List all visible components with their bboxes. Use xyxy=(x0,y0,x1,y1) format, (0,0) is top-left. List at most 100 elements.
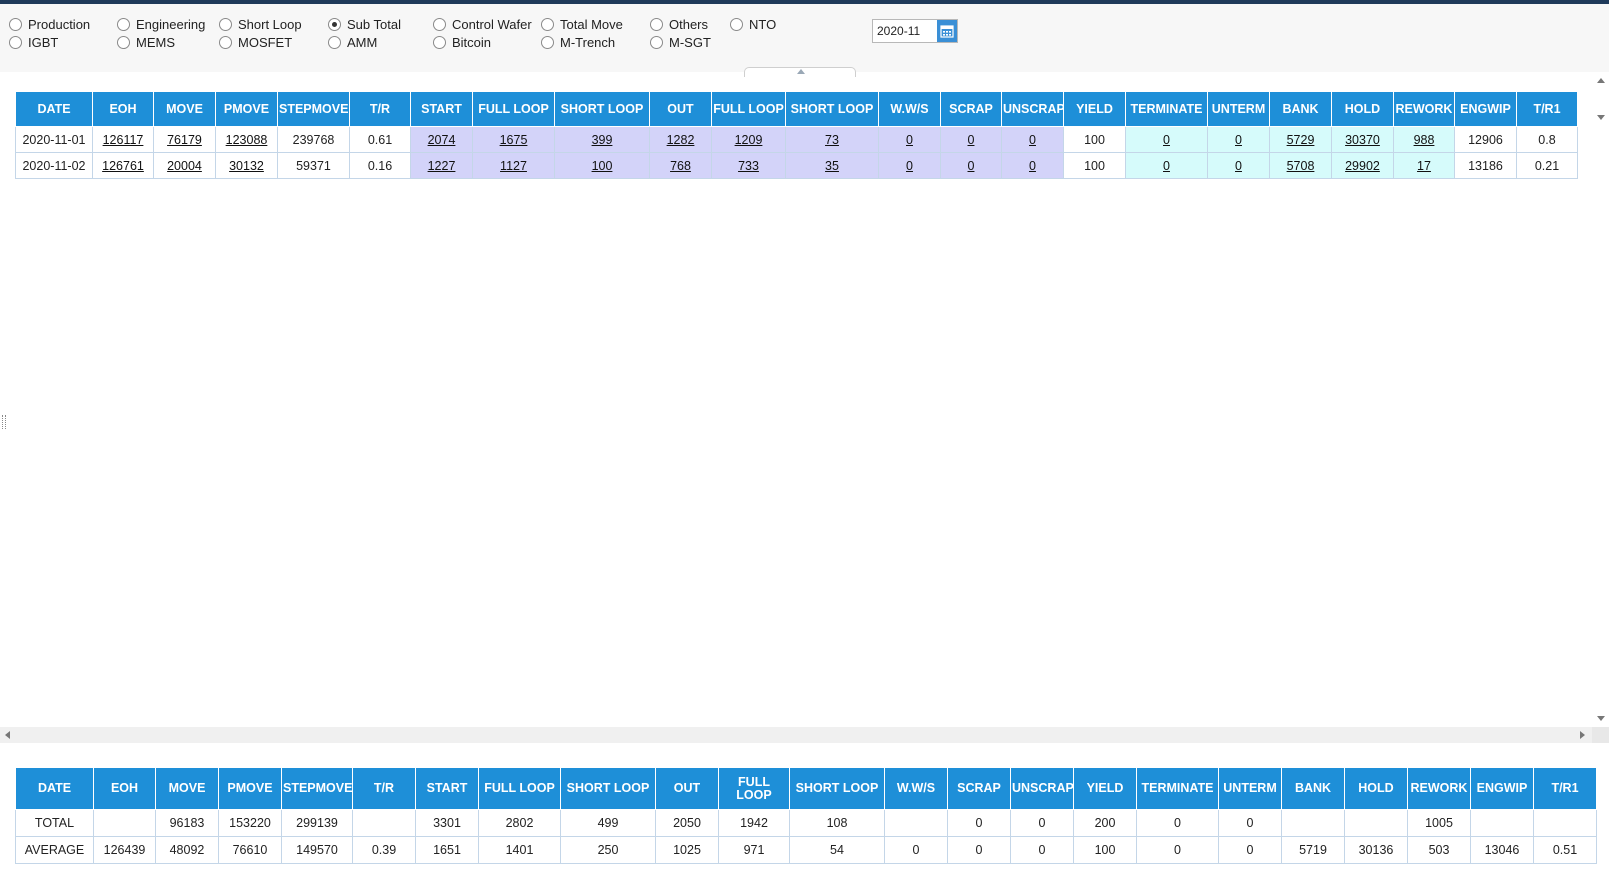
horizontal-scrollbar[interactable] xyxy=(0,727,1592,743)
radio-mems[interactable]: MEMS xyxy=(117,33,175,51)
cell-stepmove: 299139 xyxy=(281,809,353,837)
cell-engwip: 12906 xyxy=(1454,126,1517,153)
radio-label: MOSFET xyxy=(238,34,293,50)
cell-link[interactable]: 0 xyxy=(1163,132,1170,147)
radio-nto[interactable]: NTO xyxy=(730,15,776,33)
radio-mosfet[interactable]: MOSFET xyxy=(219,33,292,51)
cell-link[interactable]: 0 xyxy=(1029,158,1036,173)
radio-button[interactable] xyxy=(541,17,554,31)
radio-button[interactable] xyxy=(541,35,554,49)
col-header-unscrap: UNSCRAP xyxy=(1001,91,1064,127)
radio-igbt[interactable]: IGBT xyxy=(9,33,58,51)
cell-short-loop: 399 xyxy=(554,126,650,153)
cell-link[interactable]: 768 xyxy=(670,158,691,173)
collapse-filter-handle[interactable] xyxy=(744,67,856,77)
vertical-scrollbar[interactable] xyxy=(1592,72,1609,728)
cell-link[interactable]: 0 xyxy=(1163,158,1170,173)
radio-button[interactable] xyxy=(117,35,130,49)
panel-splitter-handle[interactable] xyxy=(2,415,6,429)
cell-link[interactable]: 100 xyxy=(591,158,613,173)
radio-button[interactable] xyxy=(219,17,232,31)
cell-link[interactable]: 76179 xyxy=(167,132,202,147)
radio-button[interactable] xyxy=(328,17,341,31)
col-header-full-loop: FULL LOOP xyxy=(711,91,786,127)
radio-sub-total[interactable]: Sub Total xyxy=(328,15,401,33)
cell-link[interactable]: 0 xyxy=(906,158,913,173)
cell-link[interactable]: 73 xyxy=(825,132,839,147)
cell-link[interactable]: 2074 xyxy=(427,132,456,147)
radio-button[interactable] xyxy=(433,35,446,49)
cell-rework: 1005 xyxy=(1407,809,1471,837)
cell-link[interactable]: 1127 xyxy=(500,158,527,173)
cell-full-loop: 1401 xyxy=(478,836,561,864)
cell-link[interactable]: 0 xyxy=(967,132,975,147)
radio-bitcoin[interactable]: Bitcoin xyxy=(433,33,491,51)
radio-button[interactable] xyxy=(650,35,663,49)
cell-link[interactable]: 30132 xyxy=(229,158,264,173)
cell-link[interactable]: 0 xyxy=(906,132,913,147)
cell-engwip xyxy=(1470,809,1534,837)
radio-button[interactable] xyxy=(9,35,22,49)
cell-link[interactable]: 29902 xyxy=(1345,158,1380,173)
radio-production[interactable]: Production xyxy=(9,15,90,33)
cell-bank: 5708 xyxy=(1269,152,1332,179)
cell-full-loop: 733 xyxy=(711,152,786,179)
radio-others[interactable]: Others xyxy=(650,15,708,33)
cell-link[interactable]: 988 xyxy=(1413,132,1435,147)
radio-button[interactable] xyxy=(328,35,341,49)
radio-short-loop[interactable]: Short Loop xyxy=(219,15,302,33)
radio-button[interactable] xyxy=(730,17,743,31)
scroll-down-icon[interactable] xyxy=(1597,716,1605,721)
cell-yield: 200 xyxy=(1073,809,1137,837)
cell-short-loop: 108 xyxy=(789,809,885,837)
radio-m-trench[interactable]: M-Trench xyxy=(541,33,615,51)
month-input[interactable] xyxy=(873,20,937,42)
cell-link[interactable]: 1282 xyxy=(666,132,695,147)
cell-link[interactable]: 126761 xyxy=(102,158,144,173)
cell-engwip: 13186 xyxy=(1454,152,1517,179)
cell-link[interactable]: 1675 xyxy=(499,132,528,147)
summary-row-label: AVERAGE xyxy=(15,836,94,864)
col-header-bank: BANK xyxy=(1281,767,1345,810)
scroll-up-icon[interactable] xyxy=(1597,78,1605,83)
cell-link[interactable]: 30370 xyxy=(1345,132,1380,147)
cell-link[interactable]: 733 xyxy=(738,158,759,173)
radio-control-wafer[interactable]: Control Wafer xyxy=(433,15,532,33)
scroll-right-icon[interactable] xyxy=(1580,731,1585,739)
cell-w-w-s: 0 xyxy=(884,836,948,864)
cell-link[interactable]: 17 xyxy=(1417,158,1431,173)
cell-link[interactable]: 5708 xyxy=(1286,158,1315,173)
cell-link[interactable]: 126117 xyxy=(102,132,144,147)
scroll-left-icon[interactable] xyxy=(5,731,10,739)
radio-button[interactable] xyxy=(219,35,232,49)
col-header-t-r: T/R xyxy=(349,91,411,127)
cell-link[interactable]: 0 xyxy=(1235,132,1242,147)
cell-link[interactable]: 1227 xyxy=(427,158,456,173)
radio-amm[interactable]: AMM xyxy=(328,33,377,51)
cell-link[interactable]: 20004 xyxy=(167,158,202,173)
cell-link[interactable]: 0 xyxy=(1235,158,1242,173)
cell-t-r1: 0.51 xyxy=(1533,836,1597,864)
radio-button[interactable] xyxy=(9,17,22,31)
radio-engineering[interactable]: Engineering xyxy=(117,15,205,33)
cell-link[interactable]: 123088 xyxy=(225,132,268,147)
cell-link[interactable]: 1209 xyxy=(734,132,763,147)
radio-button[interactable] xyxy=(117,17,130,31)
radio-button[interactable] xyxy=(433,17,446,31)
radio-m-sgt[interactable]: M-SGT xyxy=(650,33,711,51)
cell-link[interactable]: 0 xyxy=(1029,132,1036,147)
cell-link[interactable]: 0 xyxy=(967,158,975,173)
radio-button[interactable] xyxy=(650,17,663,31)
month-picker[interactable] xyxy=(872,19,958,43)
calendar-icon[interactable] xyxy=(937,20,957,42)
cell-short-loop: 35 xyxy=(785,152,879,179)
radio-total-move[interactable]: Total Move xyxy=(541,15,623,33)
cell-link[interactable]: 399 xyxy=(591,132,613,147)
cell-link[interactable]: 5729 xyxy=(1286,132,1315,147)
scroll-down-icon[interactable] xyxy=(1597,115,1605,120)
cell-terminate: 0 xyxy=(1125,152,1208,179)
cell-full-loop: 971 xyxy=(718,836,790,864)
radio-label: Control Wafer xyxy=(452,16,532,32)
cell-link[interactable]: 35 xyxy=(825,158,839,173)
col-header-short-loop: SHORT LOOP xyxy=(554,91,650,127)
